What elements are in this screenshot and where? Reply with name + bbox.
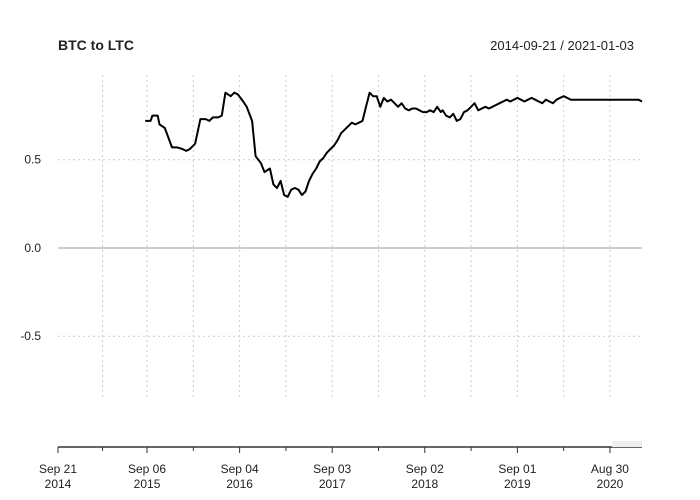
y-axis: 0.5 0.0 -0.5 (20, 153, 41, 344)
x-tick-label-year: 2018 (411, 477, 438, 491)
chart-date-range: 2014-09-21 / 2021-01-03 (490, 38, 634, 53)
x-tick-label-month: Sep 03 (313, 462, 351, 476)
x-tick-label-month: Sep 06 (128, 462, 166, 476)
x-tick-label-year: 2014 (45, 477, 72, 491)
y-tick-label: 0.0 (24, 241, 41, 255)
chart-title: BTC to LTC (58, 37, 134, 53)
grid (58, 75, 642, 398)
x-tick-label-month: Sep 02 (406, 462, 444, 476)
x-tick-label-year: 2016 (226, 477, 253, 491)
x-tick-label-year: 2020 (597, 477, 624, 491)
x-tick-label-month: Sep 01 (498, 462, 536, 476)
x-tick-label-month: Aug 30 (591, 462, 629, 476)
x-axis-range-marker (612, 441, 642, 447)
x-tick-label-year: 2015 (134, 477, 161, 491)
x-tick-label-month: Sep 21 (39, 462, 77, 476)
x-tick-label-month: Sep 04 (221, 462, 259, 476)
y-tick-label: -0.5 (20, 329, 41, 343)
series-line (145, 91, 643, 198)
series-group (145, 91, 643, 198)
x-tick-label-year: 2017 (319, 477, 346, 491)
x-tick-label-year: 2019 (504, 477, 531, 491)
y-tick-label: 0.5 (24, 153, 41, 167)
